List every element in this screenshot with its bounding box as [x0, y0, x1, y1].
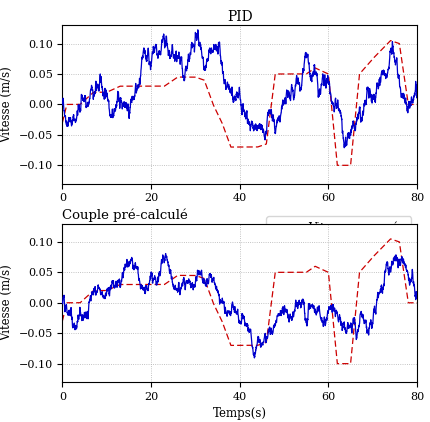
Text: Couple pré-calculé: Couple pré-calculé [62, 209, 188, 222]
Legend: Vitesse mesurée, Vitesse désirée: Vitesse mesurée, Vitesse désirée [266, 216, 411, 260]
X-axis label: Temps(s): Temps(s) [213, 407, 267, 420]
Y-axis label: Vitesse (m/s): Vitesse (m/s) [0, 66, 13, 143]
Y-axis label: Vitesse (m/s): Vitesse (m/s) [0, 265, 13, 341]
Title: PID: PID [227, 10, 252, 24]
